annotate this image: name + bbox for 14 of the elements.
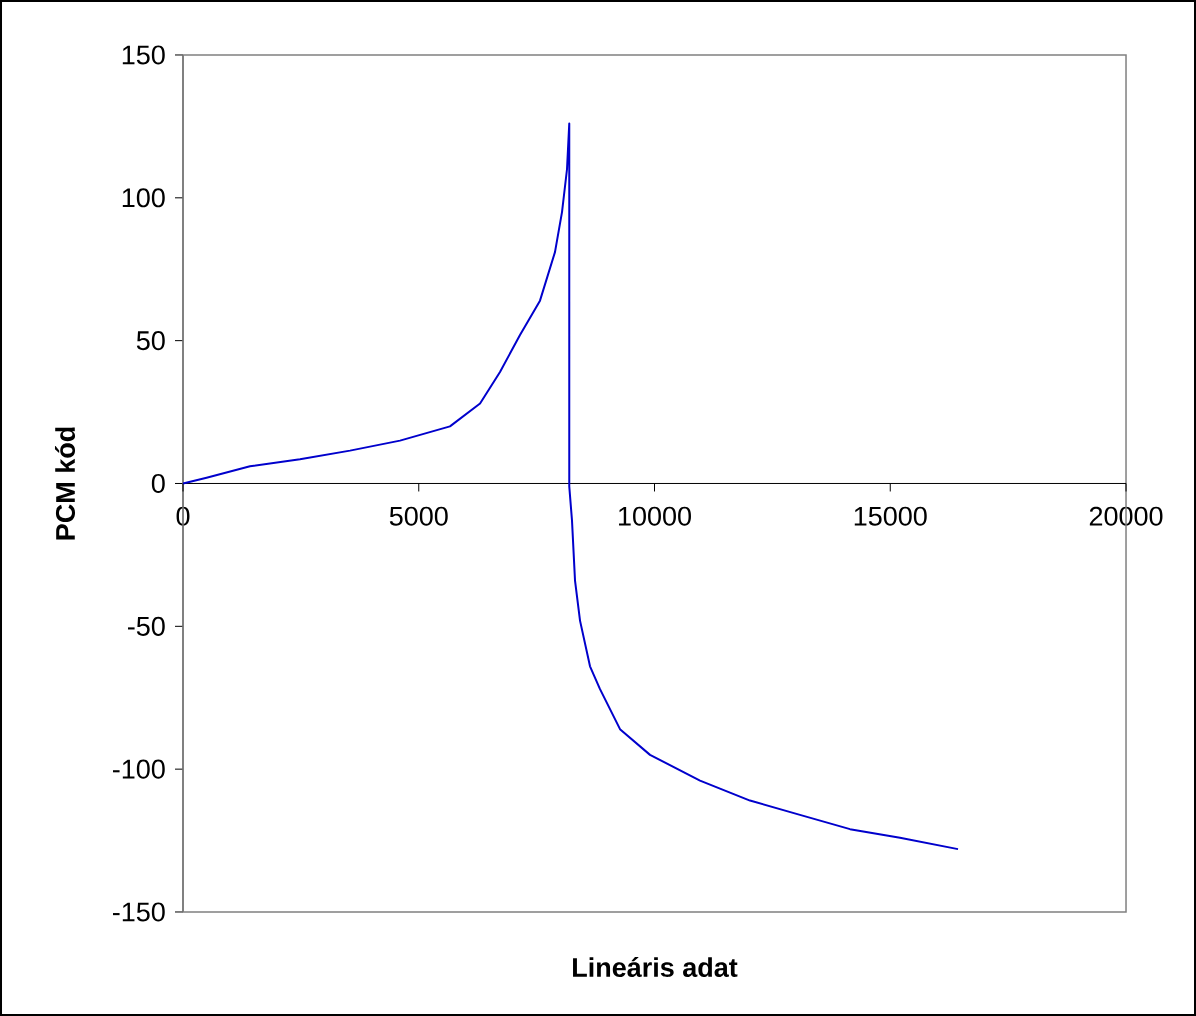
y-tick-label: -50: [127, 616, 165, 636]
x-tick-label: 20000: [1089, 506, 1163, 526]
x-axis-title: Lineáris adat: [573, 956, 738, 978]
x-tick-label: 10000: [619, 506, 691, 526]
x-tick-label: 15000: [854, 506, 927, 526]
y-tick-label: -150: [112, 902, 165, 922]
y-tick-label: -100: [112, 759, 165, 779]
y-axis-title: PCM kód: [54, 427, 76, 540]
x-tick-label: 5000: [389, 506, 448, 526]
y-tick-label: 100: [122, 188, 165, 208]
y-tick-label: 150: [122, 45, 165, 65]
y-tick-label: 0: [151, 473, 165, 494]
x-tick-label: 0: [176, 506, 190, 526]
y-tick-label: 50: [136, 331, 165, 351]
